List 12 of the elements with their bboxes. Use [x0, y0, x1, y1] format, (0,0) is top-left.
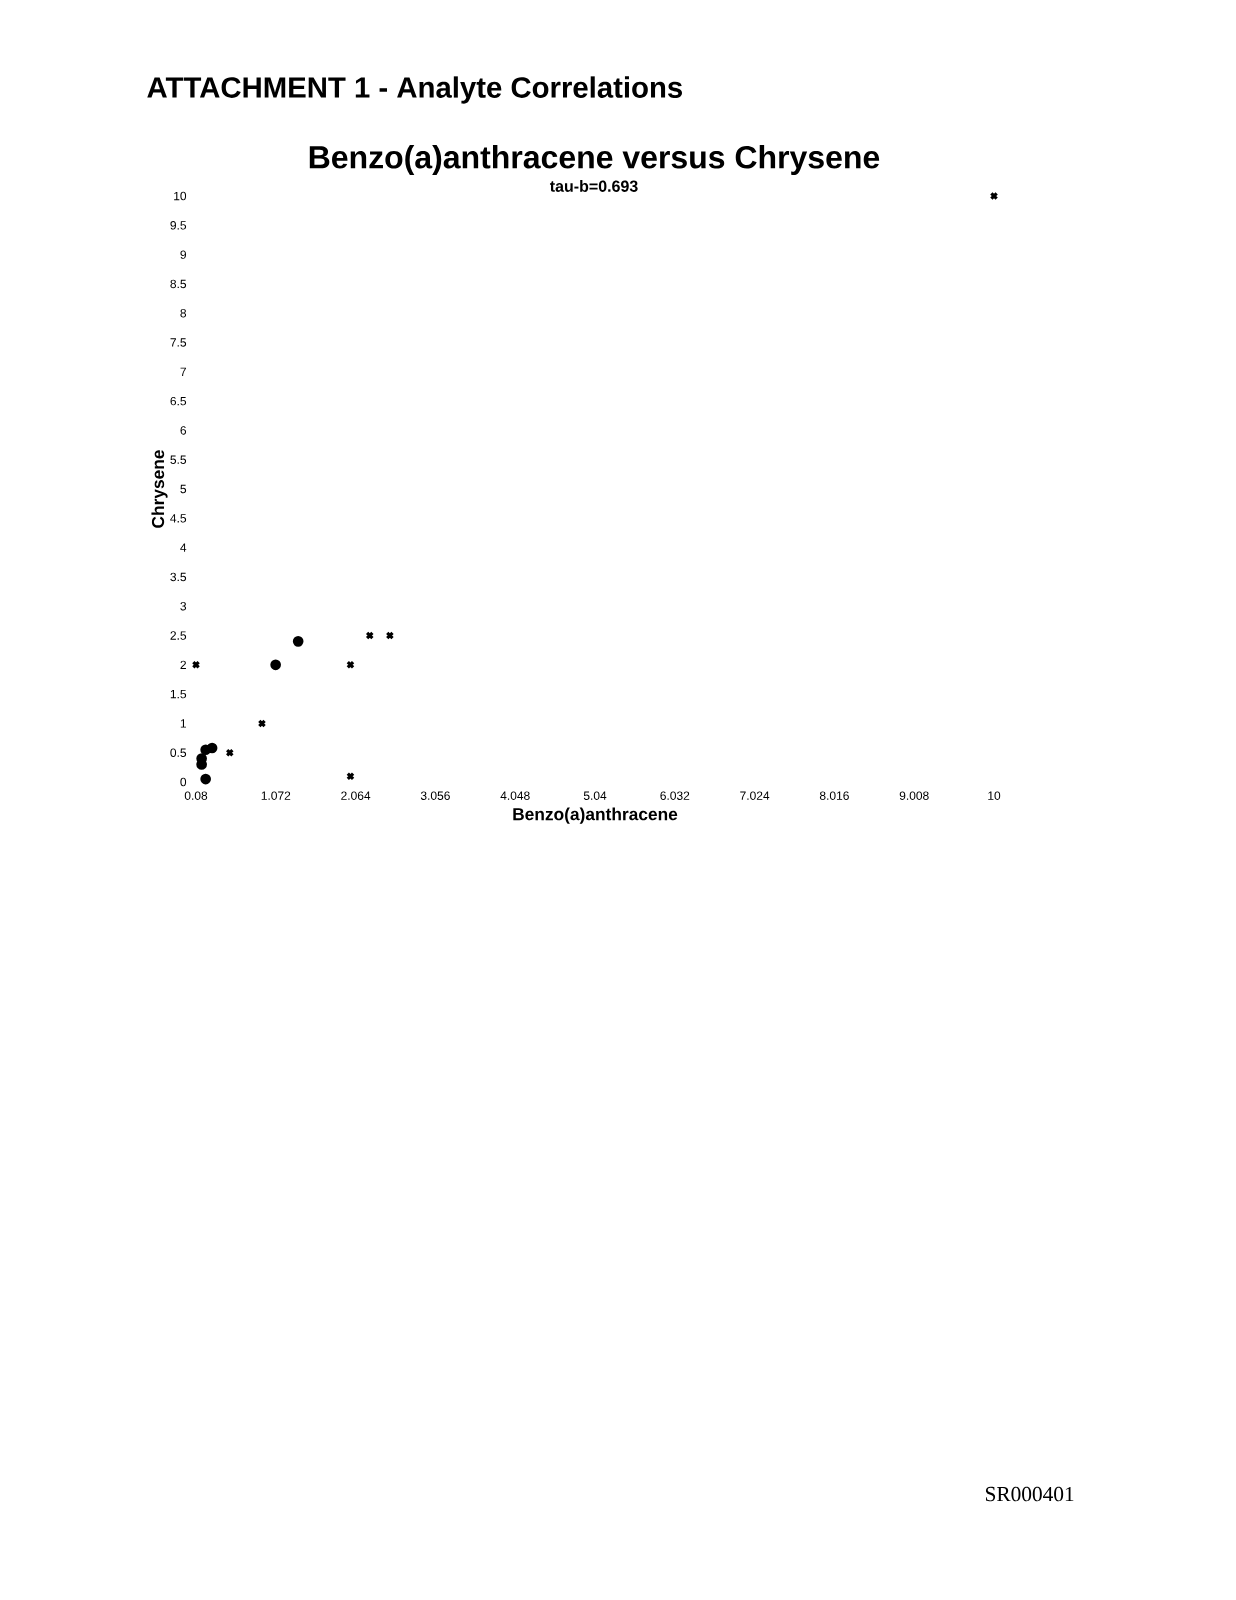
y-axis-title: Chrysene [151, 450, 168, 528]
point [191, 660, 201, 670]
point [200, 744, 211, 756]
point [292, 636, 304, 647]
text: SR000401 [985, 1486, 1074, 1502]
chart-title: Benzo(a)anthracene versus Chrysene [309, 145, 880, 175]
chart-subtitle: tau-b=0.693 [549, 180, 638, 192]
text: ATTACHMENT 1 - Analyte Correlations [147, 76, 682, 104]
point [200, 773, 211, 785]
point [989, 191, 999, 201]
x-axis-title: Benzo(a)anthracene [513, 807, 678, 824]
point [270, 659, 281, 671]
